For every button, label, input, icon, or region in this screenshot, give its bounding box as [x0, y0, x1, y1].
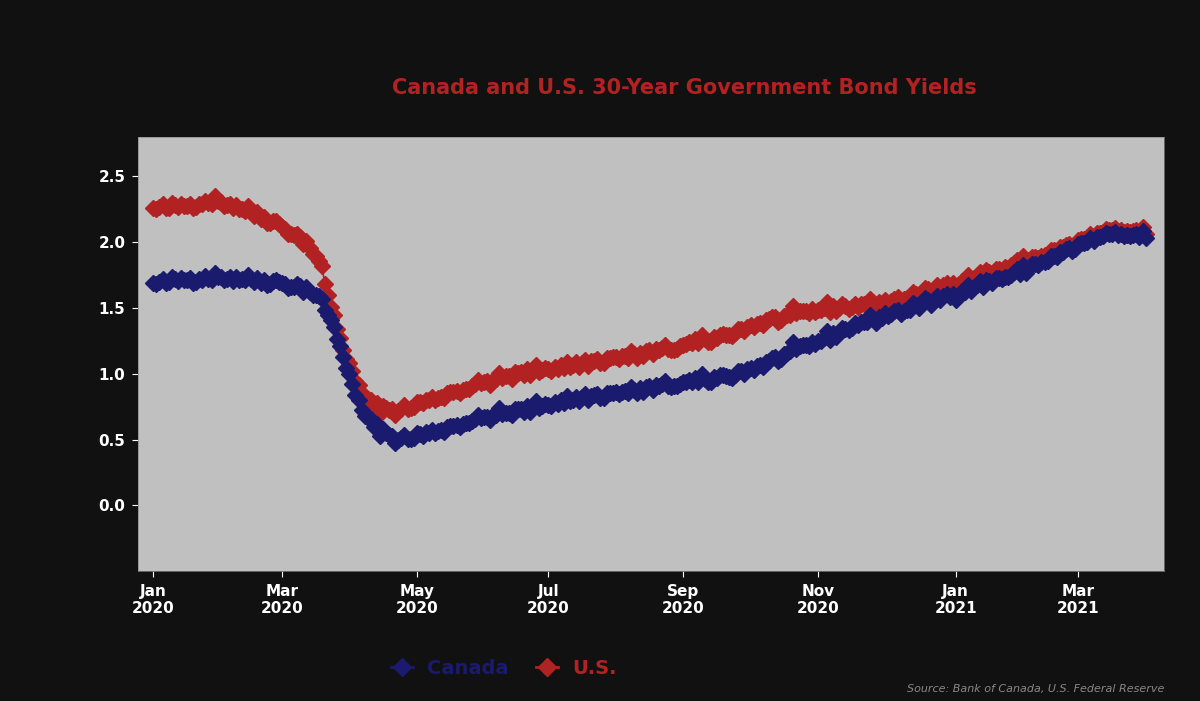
- Text: Source: Bank of Canada, U.S. Federal Reserve: Source: Bank of Canada, U.S. Federal Res…: [907, 684, 1164, 694]
- Legend: Canada, U.S.: Canada, U.S.: [384, 651, 624, 685]
- Text: Canada and U.S. 30-Year Government Bond Yields: Canada and U.S. 30-Year Government Bond …: [391, 78, 977, 97]
